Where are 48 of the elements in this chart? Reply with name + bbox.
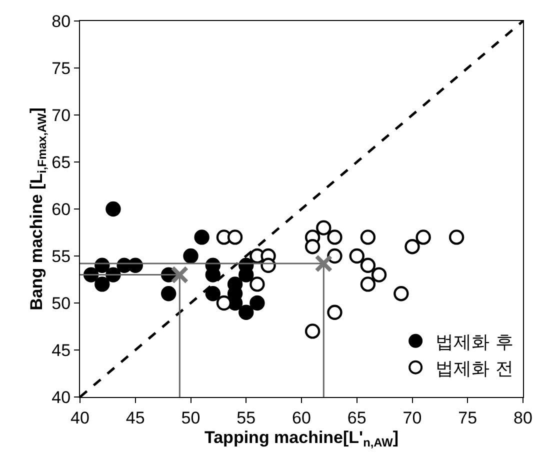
x-axis-title: Tapping machine[L'$_{n,AW}$]	[204, 428, 399, 450]
point	[360, 230, 376, 245]
point	[238, 304, 254, 320]
legend-label: 법제화 전	[436, 358, 514, 380]
point	[316, 220, 332, 236]
y-tick-label: 50	[52, 294, 71, 313]
x-tick-label: 55	[236, 408, 256, 428]
point	[371, 267, 387, 282]
y-tick-label: 70	[52, 106, 71, 125]
point	[394, 286, 409, 302]
y-tick-label: 65	[52, 152, 71, 172]
point	[227, 230, 243, 245]
y-tick-label: 40	[52, 388, 71, 407]
point	[448, 230, 464, 245]
point	[314, 254, 333, 273]
point	[250, 295, 265, 311]
x-tick-label: 50	[181, 408, 200, 428]
point	[183, 248, 198, 264]
point	[327, 248, 342, 264]
point	[94, 276, 110, 292]
point	[250, 276, 265, 292]
point	[416, 230, 431, 245]
point	[304, 239, 320, 254]
point	[327, 230, 342, 245]
x-tick-label: 70	[402, 408, 422, 428]
point	[106, 201, 121, 217]
x-tick-label: 80	[514, 408, 532, 428]
x-tick-label: 75	[458, 408, 478, 428]
point	[404, 239, 420, 254]
point	[205, 286, 220, 302]
y-tick-label: 75	[52, 58, 71, 78]
point	[360, 276, 376, 292]
legend-label: 법제화 후	[436, 332, 514, 353]
point	[360, 258, 376, 273]
y-tick-label: 60	[52, 200, 71, 219]
point	[194, 230, 210, 245]
x-tick-label: 45	[126, 408, 145, 428]
point	[349, 248, 364, 264]
point	[161, 286, 176, 302]
x-tick-label: 40	[70, 408, 90, 428]
y-tick-label: 55	[52, 246, 71, 266]
point	[304, 324, 320, 339]
x-tick-label: 65	[347, 408, 366, 428]
point	[327, 304, 342, 320]
y-tick-label: 45	[52, 340, 71, 360]
x-tick-label: 60	[292, 408, 311, 428]
point	[170, 266, 189, 284]
y-tick-label: 80	[52, 12, 71, 31]
